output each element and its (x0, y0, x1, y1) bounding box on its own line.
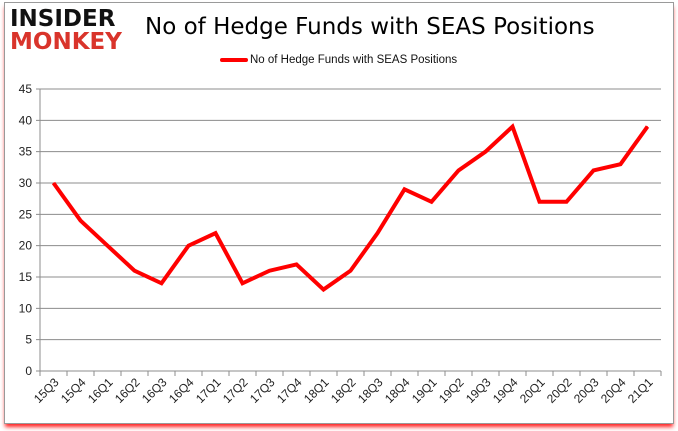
logo-line2: MONKEY (10, 29, 122, 55)
x-tick-label: 16Q3 (139, 375, 170, 406)
data-point (161, 282, 162, 284)
x-tick-label: 19Q3 (463, 375, 494, 406)
data-point (242, 282, 243, 284)
y-tick-label: 15 (19, 270, 33, 284)
x-tick-label: 20Q4 (598, 375, 629, 406)
data-point (269, 270, 270, 272)
data-point (377, 232, 378, 234)
legend-swatch (220, 58, 248, 62)
y-tick-label: 0 (25, 364, 32, 378)
x-tick-label: 21Q1 (625, 375, 656, 406)
insider-monkey-logo: INSIDER MONKEY (10, 8, 122, 54)
data-point (134, 270, 135, 272)
data-point (404, 188, 405, 190)
y-tick-label: 20 (19, 239, 33, 253)
y-tick-label: 35 (19, 145, 33, 159)
data-point (566, 201, 567, 203)
data-point (647, 126, 648, 128)
data-point (620, 163, 621, 165)
y-tick-label: 10 (19, 301, 33, 315)
x-tick-label: 16Q4 (166, 375, 197, 406)
data-point (593, 169, 594, 171)
x-tick-label: 18Q2 (328, 375, 359, 406)
legend: No of Hedge Funds with SEAS Positions (220, 54, 457, 66)
y-tick-label: 45 (19, 82, 33, 96)
x-tick-label: 18Q3 (355, 375, 386, 406)
legend-label: No of Hedge Funds with SEAS Positions (250, 54, 458, 66)
data-point (215, 232, 216, 234)
data-point (53, 182, 54, 184)
y-tick-label: 30 (19, 176, 33, 190)
x-tick-label: 20Q1 (517, 375, 548, 406)
data-point (458, 169, 459, 171)
data-point (323, 289, 324, 291)
x-tick-label: 16Q1 (85, 375, 116, 406)
y-tick-label: 40 (19, 113, 33, 127)
x-tick-label: 18Q1 (301, 375, 332, 406)
data-point (296, 263, 297, 265)
logo-line1: INSIDER (10, 6, 116, 32)
y-tick-label: 5 (25, 333, 32, 347)
data-point (350, 270, 351, 272)
chart-frame (4, 2, 674, 424)
x-tick-label: 17Q4 (274, 375, 305, 406)
x-tick-label: 19Q1 (409, 375, 440, 406)
x-tick-label: 15Q4 (58, 375, 89, 406)
data-point (485, 151, 486, 153)
x-tick-label: 17Q2 (220, 375, 251, 406)
x-tick-label: 17Q3 (247, 375, 278, 406)
data-point (539, 201, 540, 203)
x-tick-label: 16Q2 (112, 375, 143, 406)
data-point (107, 245, 108, 247)
data-point (188, 245, 189, 247)
x-tick-label: 19Q4 (490, 375, 521, 406)
data-point (80, 220, 81, 222)
x-tick-label: 20Q2 (544, 375, 575, 406)
x-tick-label: 20Q3 (571, 375, 602, 406)
x-tick-label: 17Q1 (193, 375, 224, 406)
x-tick-label: 15Q3 (31, 375, 62, 406)
data-point (431, 201, 432, 203)
x-tick-label: 18Q4 (382, 375, 413, 406)
y-tick-label: 25 (19, 207, 33, 221)
chart-title: No of Hedge Funds with SEAS Positions (145, 14, 595, 40)
series-line (51, 123, 650, 293)
x-tick-label: 19Q2 (436, 375, 467, 406)
data-point (512, 126, 513, 128)
